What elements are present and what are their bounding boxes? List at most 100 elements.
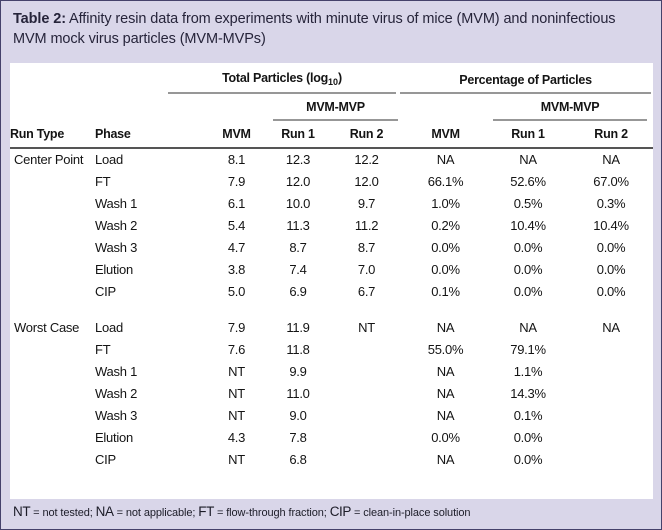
value-cell: 7.4 bbox=[289, 262, 307, 277]
data-table: Total Particles (log10) Percentage of Pa… bbox=[10, 63, 654, 471]
value-cell: 6.1 bbox=[227, 196, 246, 211]
table-row: Wash 1 6.1 10.0 9.7 1.0% 0.5% 0.3% bbox=[10, 193, 653, 215]
value-cell bbox=[569, 427, 653, 449]
value-cell: 0.0% bbox=[596, 284, 626, 299]
value-cell: NA bbox=[436, 152, 455, 167]
footnote-abbr: NA bbox=[95, 504, 114, 519]
table-row: CIP NT 6.8 NA 0.0% bbox=[10, 449, 653, 471]
table-row: Wash 2 NT 11.0 NA 14.3% bbox=[10, 383, 653, 405]
value-cell: 7.6 bbox=[227, 342, 246, 357]
footnote-def: = not applicable; bbox=[113, 507, 199, 519]
table-caption-text: Affinity resin data from experiments wit… bbox=[13, 11, 616, 47]
value-cell bbox=[329, 427, 404, 449]
run-type-cell: Worst Case bbox=[14, 320, 80, 335]
value-cell: 52.6% bbox=[510, 174, 546, 189]
value-cell: 10.4% bbox=[593, 218, 629, 233]
phase-cell: Wash 1 bbox=[95, 364, 138, 379]
column-header-run2-total: Run 2 bbox=[329, 121, 405, 149]
subgroup-mvm-mvp-total: MVM-MVP bbox=[267, 94, 404, 121]
column-header-mvm-pct: MVM bbox=[404, 121, 488, 149]
value-cell: 9.0 bbox=[289, 408, 307, 423]
value-cell: 8.7 bbox=[289, 240, 307, 255]
log-subscript: 10 bbox=[328, 77, 339, 87]
value-cell: 8.1 bbox=[227, 152, 246, 167]
value-cell: 3.8 bbox=[227, 262, 246, 277]
value-cell: 0.0% bbox=[513, 240, 543, 255]
value-cell: 0.0% bbox=[596, 262, 626, 277]
run-type-cell bbox=[10, 383, 95, 405]
table-row: Wash 3 4.7 8.7 8.7 0.0% 0.0% 0.0% bbox=[10, 237, 653, 259]
value-cell: 12.0 bbox=[354, 174, 379, 189]
column-header-run2-pct: Run 2 bbox=[569, 121, 654, 149]
value-cell: 5.0 bbox=[227, 284, 246, 299]
footnote-abbr: NT bbox=[13, 504, 31, 519]
run-type-cell bbox=[10, 237, 95, 259]
run-type-cell bbox=[10, 281, 95, 303]
value-cell bbox=[329, 449, 404, 471]
value-cell: 67.0% bbox=[593, 174, 629, 189]
table-panel: Total Particles (log10) Percentage of Pa… bbox=[10, 63, 654, 499]
value-cell: 0.1% bbox=[431, 284, 460, 299]
value-cell bbox=[329, 405, 404, 427]
value-cell: 0.0% bbox=[596, 240, 626, 255]
value-cell bbox=[569, 405, 653, 427]
value-cell: 0.0% bbox=[513, 452, 543, 467]
table-row: Worst Case Load 7.9 11.9 NT NA NA NA bbox=[10, 303, 653, 339]
phase-cell: Load bbox=[95, 152, 123, 167]
run-type-cell bbox=[10, 339, 95, 361]
footnote-abbr: FT bbox=[198, 504, 214, 519]
value-cell bbox=[329, 339, 404, 361]
value-cell: NA bbox=[602, 320, 620, 335]
value-cell: 6.9 bbox=[289, 284, 307, 299]
value-cell: 9.7 bbox=[357, 196, 376, 211]
phase-cell: Wash 1 bbox=[95, 196, 138, 211]
value-cell: 12.3 bbox=[285, 152, 311, 167]
value-cell: 1.1% bbox=[513, 364, 543, 379]
value-cell: 0.5% bbox=[513, 196, 543, 211]
value-cell: 14.3% bbox=[510, 386, 546, 401]
group-header-row: Total Particles (log10) Percentage of Pa… bbox=[10, 63, 653, 94]
value-cell: 10.0 bbox=[285, 196, 311, 211]
value-cell: 9.9 bbox=[289, 364, 307, 379]
value-cell: 79.1% bbox=[510, 342, 546, 357]
value-cell: 0.1% bbox=[513, 408, 543, 423]
subgroup-spacer bbox=[404, 94, 487, 121]
value-cell: 0.0% bbox=[513, 262, 543, 277]
table-row: Center Point Load 8.1 12.3 12.2 NA NA NA bbox=[10, 148, 653, 171]
value-cell: 7.9 bbox=[227, 174, 246, 189]
value-cell: 0.0% bbox=[513, 430, 543, 445]
column-header-phase: Phase bbox=[95, 121, 206, 149]
table-caption: Table 2: Affinity resin data from experi… bbox=[1, 1, 661, 49]
value-cell: 0.0% bbox=[431, 262, 460, 277]
table-row: CIP 5.0 6.9 6.7 0.1% 0.0% 0.0% bbox=[10, 281, 653, 303]
phase-cell: Wash 3 bbox=[95, 240, 138, 255]
value-cell: NA bbox=[436, 452, 455, 467]
value-cell: 11.2 bbox=[354, 218, 379, 233]
group-header-total-particles: Total Particles (log10) bbox=[168, 63, 404, 94]
phase-cell: Elution bbox=[95, 262, 133, 277]
value-cell: 11.8 bbox=[286, 342, 310, 357]
table-row: Elution 4.3 7.8 0.0% 0.0% bbox=[10, 427, 653, 449]
table-row: Wash 2 5.4 11.3 11.2 0.2% 10.4% 10.4% bbox=[10, 215, 653, 237]
value-cell: 6.8 bbox=[289, 452, 307, 467]
value-cell: 0.0% bbox=[431, 240, 460, 255]
value-cell bbox=[569, 449, 653, 471]
value-cell: 4.7 bbox=[227, 240, 246, 255]
value-cell: NA bbox=[436, 408, 455, 423]
value-cell: 8.7 bbox=[357, 240, 376, 255]
table-row: Wash 3 NT 9.0 NA 0.1% bbox=[10, 405, 653, 427]
value-cell bbox=[329, 361, 404, 383]
footnote-abbr: CIP bbox=[329, 504, 352, 519]
table-row: Elution 3.8 7.4 7.0 0.0% 0.0% 0.0% bbox=[10, 259, 653, 281]
phase-cell: Elution bbox=[95, 430, 133, 445]
table-row: FT 7.9 12.0 12.0 66.1% 52.6% 67.0% bbox=[10, 171, 653, 193]
value-cell: NA bbox=[436, 386, 455, 401]
value-cell: 4.3 bbox=[227, 430, 246, 445]
footnote-def: = not tested; bbox=[30, 507, 96, 519]
value-cell: NT bbox=[228, 408, 245, 423]
value-cell bbox=[329, 383, 404, 405]
value-cell: 1.0% bbox=[431, 196, 460, 211]
footnote: NT = not tested; NA = not applicable; FT… bbox=[13, 504, 471, 519]
value-cell: 12.2 bbox=[354, 152, 379, 167]
